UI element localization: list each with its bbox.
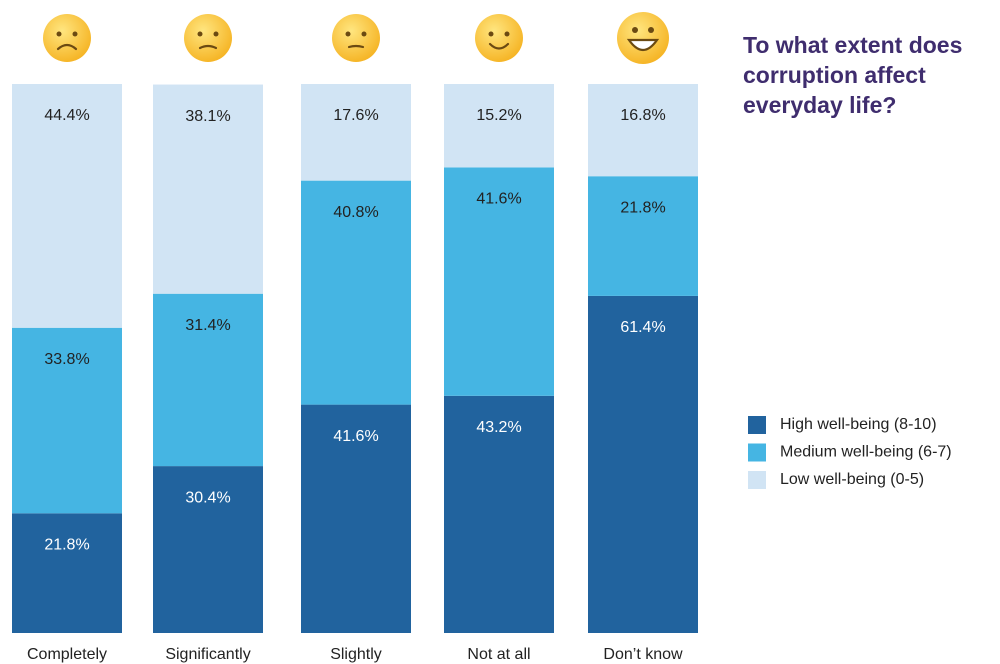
bar-segment — [301, 84, 411, 181]
bar-segment — [444, 395, 554, 633]
legend-swatch — [748, 443, 766, 462]
data-label: 21.8% — [44, 537, 89, 554]
bar-segment — [301, 404, 411, 633]
emoji-faces — [43, 12, 669, 64]
bar-segment — [12, 84, 122, 328]
data-label: 43.2% — [476, 419, 521, 436]
bar-segment — [588, 176, 698, 296]
bar-segment — [301, 180, 411, 405]
bar-segment — [444, 167, 554, 396]
legend-label: Medium well-being (6-7) — [780, 444, 952, 461]
bar-segment — [588, 84, 698, 177]
legend-label: Low well-being (0-5) — [780, 471, 924, 488]
x-tick-label: Don’t know — [603, 646, 683, 663]
bar-segment — [588, 295, 698, 633]
data-label: 44.4% — [44, 107, 89, 124]
x-tick-label: Slightly — [330, 646, 382, 663]
data-label: 61.4% — [620, 319, 665, 336]
bar-segment — [153, 293, 263, 467]
legend-label: High well-being (8-10) — [780, 416, 937, 433]
data-label: 40.8% — [333, 204, 378, 221]
bar-segment — [153, 84, 263, 294]
bar-segment — [444, 84, 554, 168]
data-label: 38.1% — [185, 108, 230, 125]
data-label: 41.6% — [476, 191, 521, 208]
data-label: 33.8% — [44, 351, 89, 368]
data-label: 21.8% — [620, 199, 665, 216]
data-label: 31.4% — [185, 317, 230, 334]
x-tick-label: Significantly — [165, 646, 250, 663]
legend-swatch — [748, 416, 766, 434]
legend-swatch — [748, 471, 766, 489]
data-label: 41.6% — [333, 428, 378, 445]
chart-title: To what extent does corruption affect ev… — [743, 32, 963, 118]
data-label: 16.8% — [620, 107, 665, 124]
bar-segment — [12, 327, 122, 514]
bar-segment — [12, 513, 122, 633]
bar-segment — [153, 466, 263, 633]
x-tick-label: Completely — [27, 646, 107, 663]
data-label: 30.4% — [185, 489, 230, 506]
x-tick-label: Not at all — [467, 646, 530, 663]
data-label: 15.2% — [476, 107, 521, 124]
data-label: 17.6% — [333, 107, 378, 124]
